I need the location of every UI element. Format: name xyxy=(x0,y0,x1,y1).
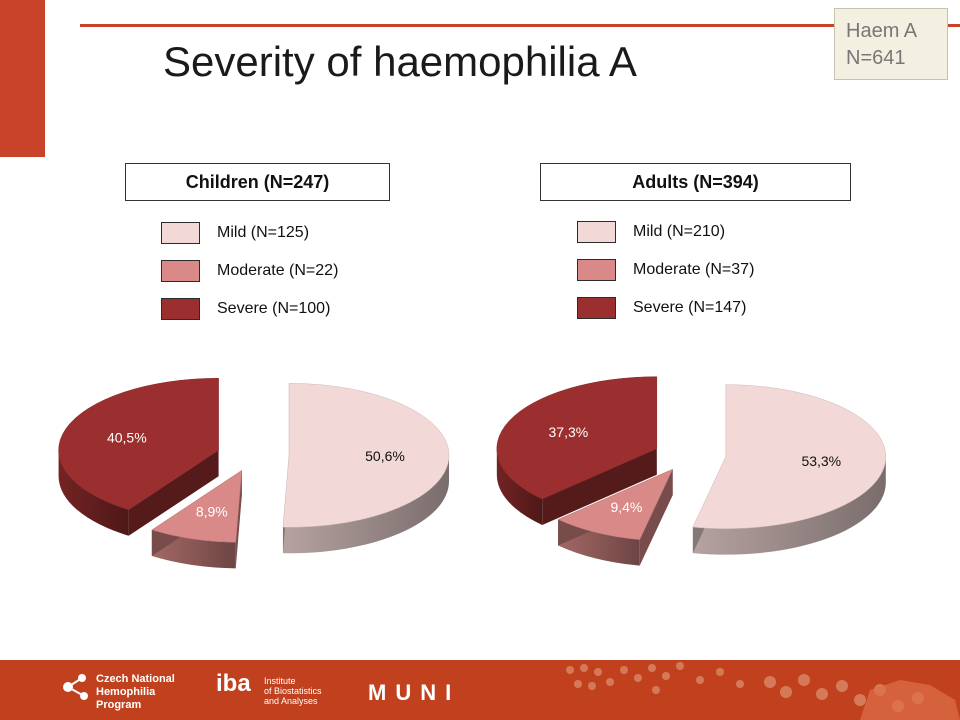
pie-label-moderate: 9,4% xyxy=(610,499,642,515)
footer-band: Czech National Hemophilia Program iba In… xyxy=(0,660,960,720)
legend-swatch-mild xyxy=(161,222,200,244)
pie-label-moderate: 8,9% xyxy=(196,503,228,519)
iba-logo-text: Institute of Biostatistics and Analyses xyxy=(264,676,322,706)
legend-swatch-severe xyxy=(577,297,616,319)
logo-text-line: Institute xyxy=(264,676,296,686)
logo-text-line: Program xyxy=(96,699,142,711)
pie-slice-moderate: 8,9% xyxy=(151,469,243,569)
side-accent-bar xyxy=(0,0,45,157)
pie-chart-children: 40,5% 50,6% 8,9% xyxy=(58,377,450,569)
pie-slice-mild: 50,6% xyxy=(282,383,450,554)
legend-label-severe: Severe (N=100) xyxy=(217,300,331,317)
cohort-label: Haem A xyxy=(846,20,918,42)
pie-slice-severe: 40,5% xyxy=(58,377,219,536)
legend-label-moderate: Moderate (N=22) xyxy=(217,262,339,279)
pie-slice-severe: 37,3% xyxy=(496,376,658,525)
legend-label-severe: Severe (N=147) xyxy=(633,299,747,316)
cohort-box: Haem A N=641 xyxy=(834,8,948,80)
logo-text-line: Hemophilia xyxy=(96,686,156,698)
legend-label-mild: Mild (N=125) xyxy=(217,224,310,241)
logo-text-line: of Biostatistics xyxy=(264,686,322,696)
muni-logo: MUNI xyxy=(368,680,461,705)
pie-charts: 40,5% 50,6% 8,9% 37,3% 53,3% 9,4% xyxy=(58,376,887,569)
iba-logo: iba xyxy=(216,670,251,697)
legend-swatch-mild xyxy=(577,221,616,243)
logo-text-line: and Analyses xyxy=(264,696,318,706)
title-rule xyxy=(80,24,960,27)
hemophilia-program-logo-icon xyxy=(63,674,88,700)
pie-slice-moderate: 9,4% xyxy=(557,468,674,566)
pie-label-mild: 50,6% xyxy=(365,448,405,464)
adults-panel-title: Adults (N=394) xyxy=(540,163,851,201)
legend-swatch-severe xyxy=(161,298,200,320)
hemophilia-program-logo-text: Czech National Hemophilia Program xyxy=(96,673,175,712)
slide-title: Severity of haemophilia A xyxy=(163,38,637,85)
pie-label-severe: 37,3% xyxy=(549,424,589,440)
children-panel-title: Children (N=247) xyxy=(125,163,390,201)
legend-label-moderate: Moderate (N=37) xyxy=(633,261,755,278)
pie-label-severe: 40,5% xyxy=(107,430,147,446)
logo-text-line: Czech National xyxy=(96,673,175,685)
legend-label-mild: Mild (N=210) xyxy=(633,223,726,240)
pie-slice-mild: 53,3% xyxy=(692,384,887,555)
pie-label-mild: 53,3% xyxy=(801,453,841,469)
cohort-count: N=641 xyxy=(846,47,906,69)
pie-chart-adults: 37,3% 53,3% 9,4% xyxy=(496,376,887,566)
legend-swatch-moderate xyxy=(161,260,200,282)
legend-swatch-moderate xyxy=(577,259,616,281)
dots-pattern-decoration xyxy=(566,662,960,720)
